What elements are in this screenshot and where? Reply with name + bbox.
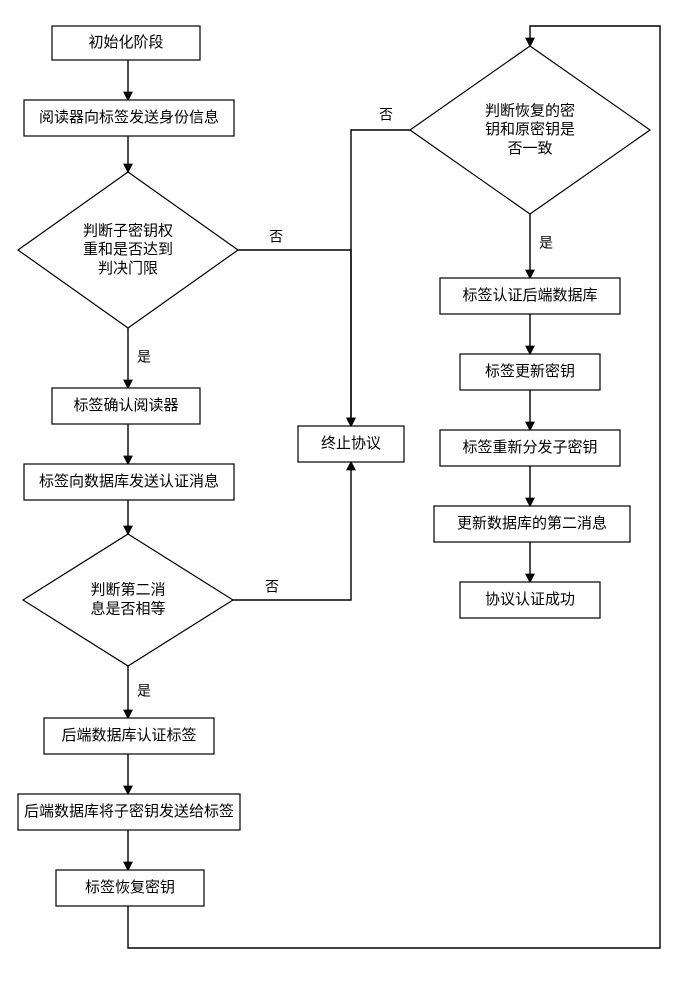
node-label: 判决门限 bbox=[98, 260, 158, 277]
node-label: 判断恢复的密 bbox=[485, 101, 575, 119]
node-label: 终止协议 bbox=[321, 435, 381, 452]
node-r4: 更新数据库的第二消息 bbox=[434, 506, 630, 542]
node-label: 否一致 bbox=[507, 140, 552, 157]
node-label: 标签更新密钥 bbox=[485, 363, 575, 380]
node-label: 标签认证后端数据库 bbox=[462, 287, 597, 304]
node-n4: 标签确认阅读器 bbox=[52, 388, 200, 424]
node-label: 初始化阶段 bbox=[88, 34, 163, 51]
node-n1: 初始化阶段 bbox=[52, 26, 200, 60]
node-r2: 标签更新密钥 bbox=[460, 354, 600, 390]
node-label: 标签确认阅读器 bbox=[73, 397, 178, 414]
node-r3: 标签重新分发子密钥 bbox=[440, 430, 620, 466]
edge-label: 否 bbox=[379, 109, 393, 124]
edge-label: 是 bbox=[539, 237, 553, 252]
node-n7: 后端数据库认证标签 bbox=[44, 718, 214, 754]
node-label: 阅读器向标签发送身份信息 bbox=[39, 109, 219, 126]
edge bbox=[351, 130, 410, 426]
node-nT: 终止协议 bbox=[298, 426, 404, 462]
flowchart-canvas: 是是否否否是初始化阶段阅读器向标签发送身份信息判断子密钥权重和是否达到判决门限标… bbox=[0, 0, 678, 1000]
node-label: 后端数据库将子密钥发送给标签 bbox=[24, 803, 234, 820]
node-n8: 后端数据库将子密钥发送给标签 bbox=[18, 794, 240, 830]
edge-label: 是 bbox=[137, 685, 151, 700]
edge-label: 否 bbox=[265, 581, 279, 596]
node-label: 息是否相等 bbox=[90, 599, 165, 617]
node-label: 更新数据库的第二消息 bbox=[457, 514, 607, 532]
node-label: 钥和原密钥是 bbox=[485, 121, 575, 138]
node-n5: 标签向数据库发送认证消息 bbox=[24, 464, 234, 500]
node-r1: 标签认证后端数据库 bbox=[440, 278, 620, 314]
node-label: 重和是否达到 bbox=[83, 241, 173, 258]
edge-label: 是 bbox=[137, 351, 151, 366]
node-d2: 判断恢复的密钥和原密钥是否一致 bbox=[410, 46, 650, 214]
node-label: 标签向数据库发送认证消息 bbox=[39, 473, 219, 490]
node-n6: 判断第二消息是否相等 bbox=[23, 534, 233, 666]
node-label: 协议认证成功 bbox=[485, 591, 575, 608]
edge-label: 否 bbox=[269, 231, 283, 246]
node-label: 后端数据库认证标签 bbox=[61, 727, 196, 744]
edge bbox=[233, 462, 351, 600]
node-n9: 标签恢复密钥 bbox=[56, 870, 204, 906]
node-r5: 协议认证成功 bbox=[460, 582, 600, 618]
node-n3: 判断子密钥权重和是否达到判决门限 bbox=[18, 172, 238, 328]
node-label: 判断子密钥权 bbox=[83, 222, 173, 239]
node-label: 标签恢复密钥 bbox=[85, 878, 175, 896]
edge bbox=[238, 250, 351, 426]
node-label: 标签重新分发子密钥 bbox=[462, 439, 597, 456]
node-n2: 阅读器向标签发送身份信息 bbox=[24, 100, 234, 136]
node-label: 判断第二消 bbox=[90, 581, 165, 599]
